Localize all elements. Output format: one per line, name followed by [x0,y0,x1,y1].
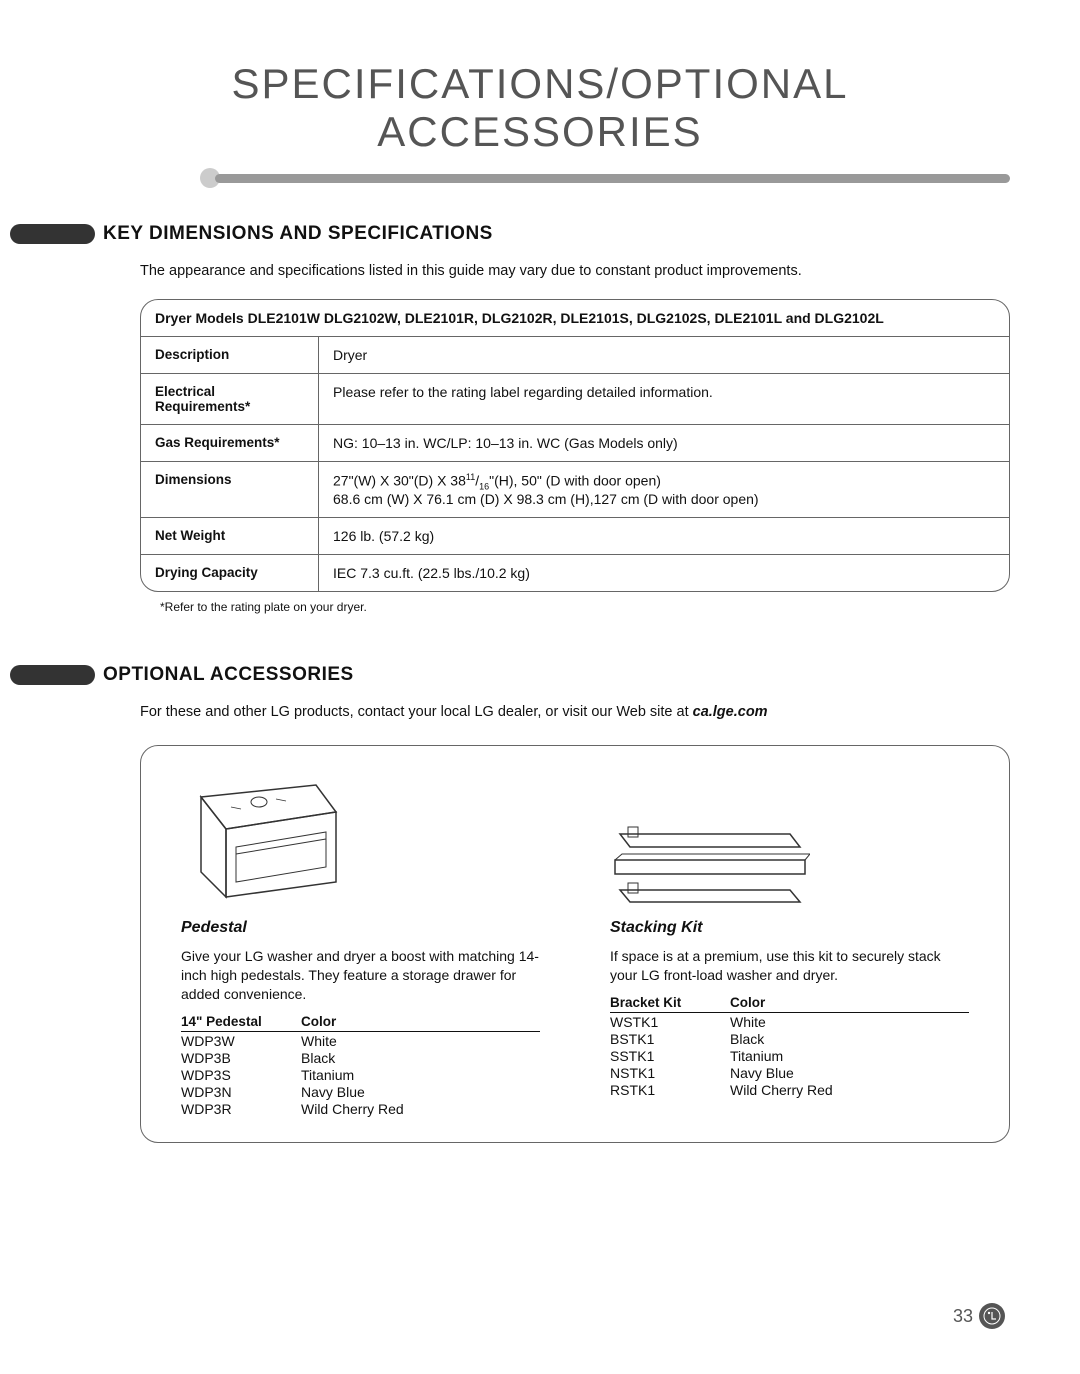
page-number: 33 [953,1306,973,1327]
stacking-image [610,764,969,909]
table-row: SSTK1Titanium [610,1047,969,1064]
table-row: WSTK1White [610,1013,969,1030]
section-title-accessories: OPTIONAL ACCESSORIES [103,664,354,686]
spec-value: 126 lb. (57.2 kg) [319,518,1009,554]
color-cell: Navy Blue [301,1084,365,1100]
spec-label: Drying Capacity [141,555,319,591]
color-cell: Wild Cherry Red [301,1101,404,1117]
accessories-intro-text: For these and other LG products, contact… [140,704,693,720]
accessories-box: Pedestal Give your LG washer and dryer a… [140,745,1010,1143]
table-row: Dimensions 27"(W) X 30"(D) X 3811/16"(H)… [141,462,1009,518]
accessories-intro-link: ca.lge.com [693,704,768,720]
color-cell: Black [301,1050,335,1066]
model-cell: WDP3B [181,1050,301,1066]
color-cell: Navy Blue [730,1065,794,1081]
pedestal-image [181,764,540,909]
model-cell: WDP3S [181,1067,301,1083]
pedestal-table: 14" Pedestal Color WDP3WWhiteWDP3BBlackW… [181,1014,540,1117]
stacking-title: Stacking Kit [610,919,969,937]
table-row: NSTK1Navy Blue [610,1064,969,1081]
section-title-specs: KEY DIMENSIONS AND SPECIFICATIONS [103,223,493,245]
dim-sup1: 11 [466,472,475,482]
section-bullet [10,665,95,685]
dim-line1a: 27"(W) X 30"(D) X 38 [333,473,466,489]
table-row: Electrical Requirements* Please refer to… [141,374,1009,425]
specs-intro: The appearance and specifications listed… [140,263,1010,279]
model-cell: WDP3N [181,1084,301,1100]
table-row: Description Dryer [141,337,1009,374]
pedestal-column: Pedestal Give your LG washer and dryer a… [181,764,540,1117]
section-header-specs: KEY DIMENSIONS AND SPECIFICATIONS [10,223,1010,245]
color-cell: Wild Cherry Red [730,1082,833,1098]
section-header-accessories: OPTIONAL ACCESSORIES [10,664,1010,686]
color-cell: Titanium [730,1048,783,1064]
page-title: SPECIFICATIONS/OPTIONAL ACCESSORIES [70,60,1010,156]
model-cell: RSTK1 [610,1082,730,1098]
lg-logo-icon [979,1303,1005,1329]
spec-label: Gas Requirements* [141,425,319,461]
page-footer: 33 [953,1303,1005,1329]
spec-table: Dryer Models DLE2101W DLG2102W, DLE2101R… [140,299,1010,592]
section-bullet [10,224,95,244]
model-cell: WDP3W [181,1033,301,1049]
model-cell: BSTK1 [610,1031,730,1047]
pedestal-title: Pedestal [181,919,540,937]
table-row: Gas Requirements* NG: 10–13 in. WC/LP: 1… [141,425,1009,462]
color-cell: Black [730,1031,764,1047]
table-row: Drying Capacity IEC 7.3 cu.ft. (22.5 lbs… [141,555,1009,591]
spec-footnote: *Refer to the rating plate on your dryer… [160,600,1010,614]
model-cell: NSTK1 [610,1065,730,1081]
color-cell: White [730,1014,766,1030]
model-cell: WSTK1 [610,1014,730,1030]
pedestal-table-header: 14" Pedestal Color [181,1014,540,1032]
dim-sup2: 16 [479,481,489,491]
spec-value: Dryer [319,337,1009,373]
pedestal-th1: 14" Pedestal [181,1014,301,1029]
spec-value: NG: 10–13 in. WC/LP: 10–13 in. WC (Gas M… [319,425,1009,461]
pedestal-th2: Color [301,1014,336,1029]
table-row: WDP3BBlack [181,1049,540,1066]
table-row: WDP3RWild Cherry Red [181,1100,540,1117]
dim-line2: 68.6 cm (W) X 76.1 cm (D) X 98.3 cm (H),… [333,491,759,507]
dim-line1b: "(H), 50" (D with door open) [489,473,661,489]
pedestal-icon [181,767,361,907]
model-cell: SSTK1 [610,1048,730,1064]
table-row: WDP3STitanium [181,1066,540,1083]
spec-value-dimensions: 27"(W) X 30"(D) X 3811/16"(H), 50" (D wi… [319,462,1009,517]
spec-label: Electrical Requirements* [141,374,319,424]
spec-label: Net Weight [141,518,319,554]
table-row: RSTK1Wild Cherry Red [610,1081,969,1098]
stacking-kit-icon [610,822,810,912]
spec-value: IEC 7.3 cu.ft. (22.5 lbs./10.2 kg) [319,555,1009,591]
title-divider [70,168,1010,188]
pedestal-desc: Give your LG washer and dryer a boost wi… [181,947,540,1004]
accessories-intro: For these and other LG products, contact… [140,704,1010,720]
stacking-column: Stacking Kit If space is at a premium, u… [610,764,969,1117]
spec-header-row: Dryer Models DLE2101W DLG2102W, DLE2101R… [141,300,1009,337]
table-row: WDP3NNavy Blue [181,1083,540,1100]
spec-label: Dimensions [141,462,319,517]
table-row: BSTK1Black [610,1030,969,1047]
spec-table-header: Dryer Models DLE2101W DLG2102W, DLE2101R… [141,300,898,336]
stacking-table: Bracket Kit Color WSTK1WhiteBSTK1BlackSS… [610,995,969,1098]
spec-value: Please refer to the rating label regardi… [319,374,1009,424]
stacking-desc: If space is at a premium, use this kit t… [610,947,969,985]
table-row: WDP3WWhite [181,1032,540,1049]
stacking-th2: Color [730,995,765,1010]
color-cell: Titanium [301,1067,354,1083]
stacking-table-header: Bracket Kit Color [610,995,969,1013]
color-cell: White [301,1033,337,1049]
model-cell: WDP3R [181,1101,301,1117]
divider-line [215,174,1010,183]
spec-label: Description [141,337,319,373]
stacking-th1: Bracket Kit [610,995,730,1010]
table-row: Net Weight 126 lb. (57.2 kg) [141,518,1009,555]
